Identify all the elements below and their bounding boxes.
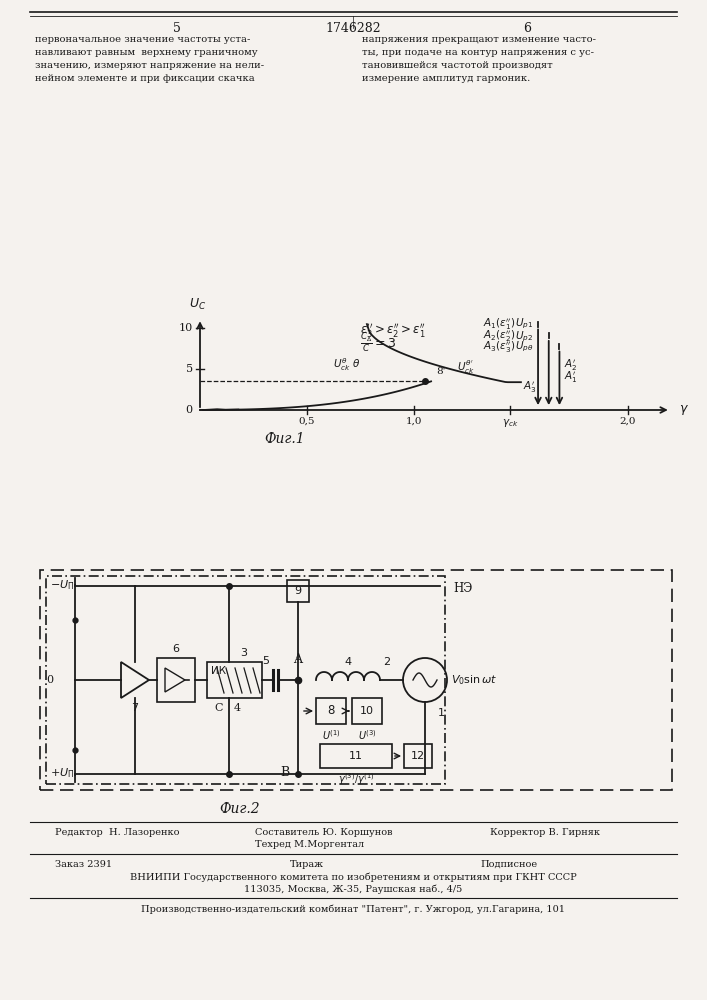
Text: $U_C$: $U_C$ xyxy=(189,297,206,312)
Text: 6: 6 xyxy=(523,22,531,35)
Text: Техред М.Моргентал: Техред М.Моргентал xyxy=(255,840,364,849)
Text: 3: 3 xyxy=(240,648,247,658)
Text: Подписное: Подписное xyxy=(480,860,537,869)
Text: 0: 0 xyxy=(46,675,53,685)
Text: Заказ 2391: Заказ 2391 xyxy=(55,860,112,869)
Text: $\frac{C_{\Delta}}{C} = 3$: $\frac{C_{\Delta}}{C} = 3$ xyxy=(361,331,397,355)
Text: $A_3'$: $A_3'$ xyxy=(523,379,537,395)
Text: $-U_\Pi$: $-U_\Pi$ xyxy=(50,578,74,592)
Text: 1: 1 xyxy=(438,708,445,718)
Text: 1,0: 1,0 xyxy=(406,417,422,426)
Text: ИК: ИК xyxy=(211,666,226,676)
Text: $U^{(3)}$: $U^{(3)}$ xyxy=(358,728,376,742)
Text: 113035, Москва, Ж-35, Раушская наб., 4/5: 113035, Москва, Ж-35, Раушская наб., 4/5 xyxy=(244,884,462,894)
Text: ВНИИПИ Государственного комитета по изобретениям и открытиям при ГКНТ СССР: ВНИИПИ Государственного комитета по изоб… xyxy=(129,872,576,882)
Text: $A_1'$: $A_1'$ xyxy=(564,370,578,385)
Text: Тираж: Тираж xyxy=(290,860,324,869)
Text: $A_2(\varepsilon_2'')$: $A_2(\varepsilon_2'')$ xyxy=(483,329,515,344)
Text: $\gamma^{(3)}/\gamma^{(1)}$: $\gamma^{(3)}/\gamma^{(1)}$ xyxy=(338,771,375,787)
Bar xyxy=(40,570,672,790)
Text: $\gamma_{ck}$: $\gamma_{ck}$ xyxy=(502,417,518,429)
Text: C: C xyxy=(215,703,223,713)
Text: 0,5: 0,5 xyxy=(299,417,315,426)
Text: $U_{p\theta}$: $U_{p\theta}$ xyxy=(515,340,533,354)
Text: Производственно-издательский комбинат "Патент", г. Ужгород, ул.Гагарина, 101: Производственно-издательский комбинат "П… xyxy=(141,905,565,914)
Text: $+U_\Pi$: $+U_\Pi$ xyxy=(50,766,74,780)
Text: $\varepsilon_3'' > \varepsilon_2'' > \varepsilon_1''$: $\varepsilon_3'' > \varepsilon_2'' > \va… xyxy=(361,321,426,339)
Text: $U_{p2}$: $U_{p2}$ xyxy=(515,329,533,344)
Text: Составитель Ю. Коршунов: Составитель Ю. Коршунов xyxy=(255,828,392,837)
Text: A: A xyxy=(293,653,303,666)
Text: $U^{(1)}$: $U^{(1)}$ xyxy=(322,728,341,742)
Text: $U_{ck}^{\theta'}$: $U_{ck}^{\theta'}$ xyxy=(457,359,475,376)
Bar xyxy=(316,698,346,724)
Bar xyxy=(46,576,445,784)
Text: 5: 5 xyxy=(186,364,193,374)
Text: $\gamma$: $\gamma$ xyxy=(679,403,689,417)
Text: 6: 6 xyxy=(173,644,180,654)
Bar xyxy=(287,580,309,602)
Text: 12: 12 xyxy=(411,751,425,761)
Text: 0: 0 xyxy=(185,405,192,415)
Text: Фиг.2: Фиг.2 xyxy=(220,802,260,816)
Text: $A_1(\varepsilon_1'')$: $A_1(\varepsilon_1'')$ xyxy=(483,316,515,332)
Text: 5: 5 xyxy=(262,656,269,666)
Bar xyxy=(352,698,382,724)
Text: первоначальное значение частоты уста-
навливают равным  верхнему граничному
знач: первоначальное значение частоты уста- на… xyxy=(35,35,264,83)
Text: $A_3(\varepsilon_3'')$: $A_3(\varepsilon_3'')$ xyxy=(483,339,515,355)
Bar xyxy=(207,662,262,698)
Text: $V_0 \sin\omega t$: $V_0 \sin\omega t$ xyxy=(451,673,498,687)
Text: 5: 5 xyxy=(173,22,181,35)
Text: Редактор  Н. Лазоренко: Редактор Н. Лазоренко xyxy=(55,828,180,837)
Text: 9: 9 xyxy=(294,586,302,596)
Bar xyxy=(404,744,432,768)
Text: 4: 4 xyxy=(233,703,240,713)
Text: 2,0: 2,0 xyxy=(619,417,636,426)
Text: $A_2'$: $A_2'$ xyxy=(564,357,578,373)
Text: $U_{p1}$: $U_{p1}$ xyxy=(515,317,533,331)
Text: 7: 7 xyxy=(132,703,139,713)
Text: 10: 10 xyxy=(179,323,193,333)
Text: НЭ: НЭ xyxy=(453,582,472,595)
Text: B: B xyxy=(281,766,290,778)
Bar xyxy=(157,658,195,702)
Text: 11: 11 xyxy=(349,751,363,761)
Text: 1746282: 1746282 xyxy=(325,22,381,35)
Bar xyxy=(320,744,392,768)
Text: 2: 2 xyxy=(383,657,390,667)
Text: 8: 8 xyxy=(327,704,334,718)
Text: 10: 10 xyxy=(360,706,374,716)
Text: Корректор В. Гирняк: Корректор В. Гирняк xyxy=(490,828,600,837)
Text: 8': 8' xyxy=(436,367,445,376)
Text: 4: 4 xyxy=(344,657,351,667)
Text: Фиг.1: Фиг.1 xyxy=(264,432,305,446)
Text: напряжения прекращают изменение часто-
ты, при подаче на контур напряжения с ус-: напряжения прекращают изменение часто- т… xyxy=(362,35,596,83)
Text: $U_{ck}^{\theta}$ $\theta$: $U_{ck}^{\theta}$ $\theta$ xyxy=(333,357,360,373)
